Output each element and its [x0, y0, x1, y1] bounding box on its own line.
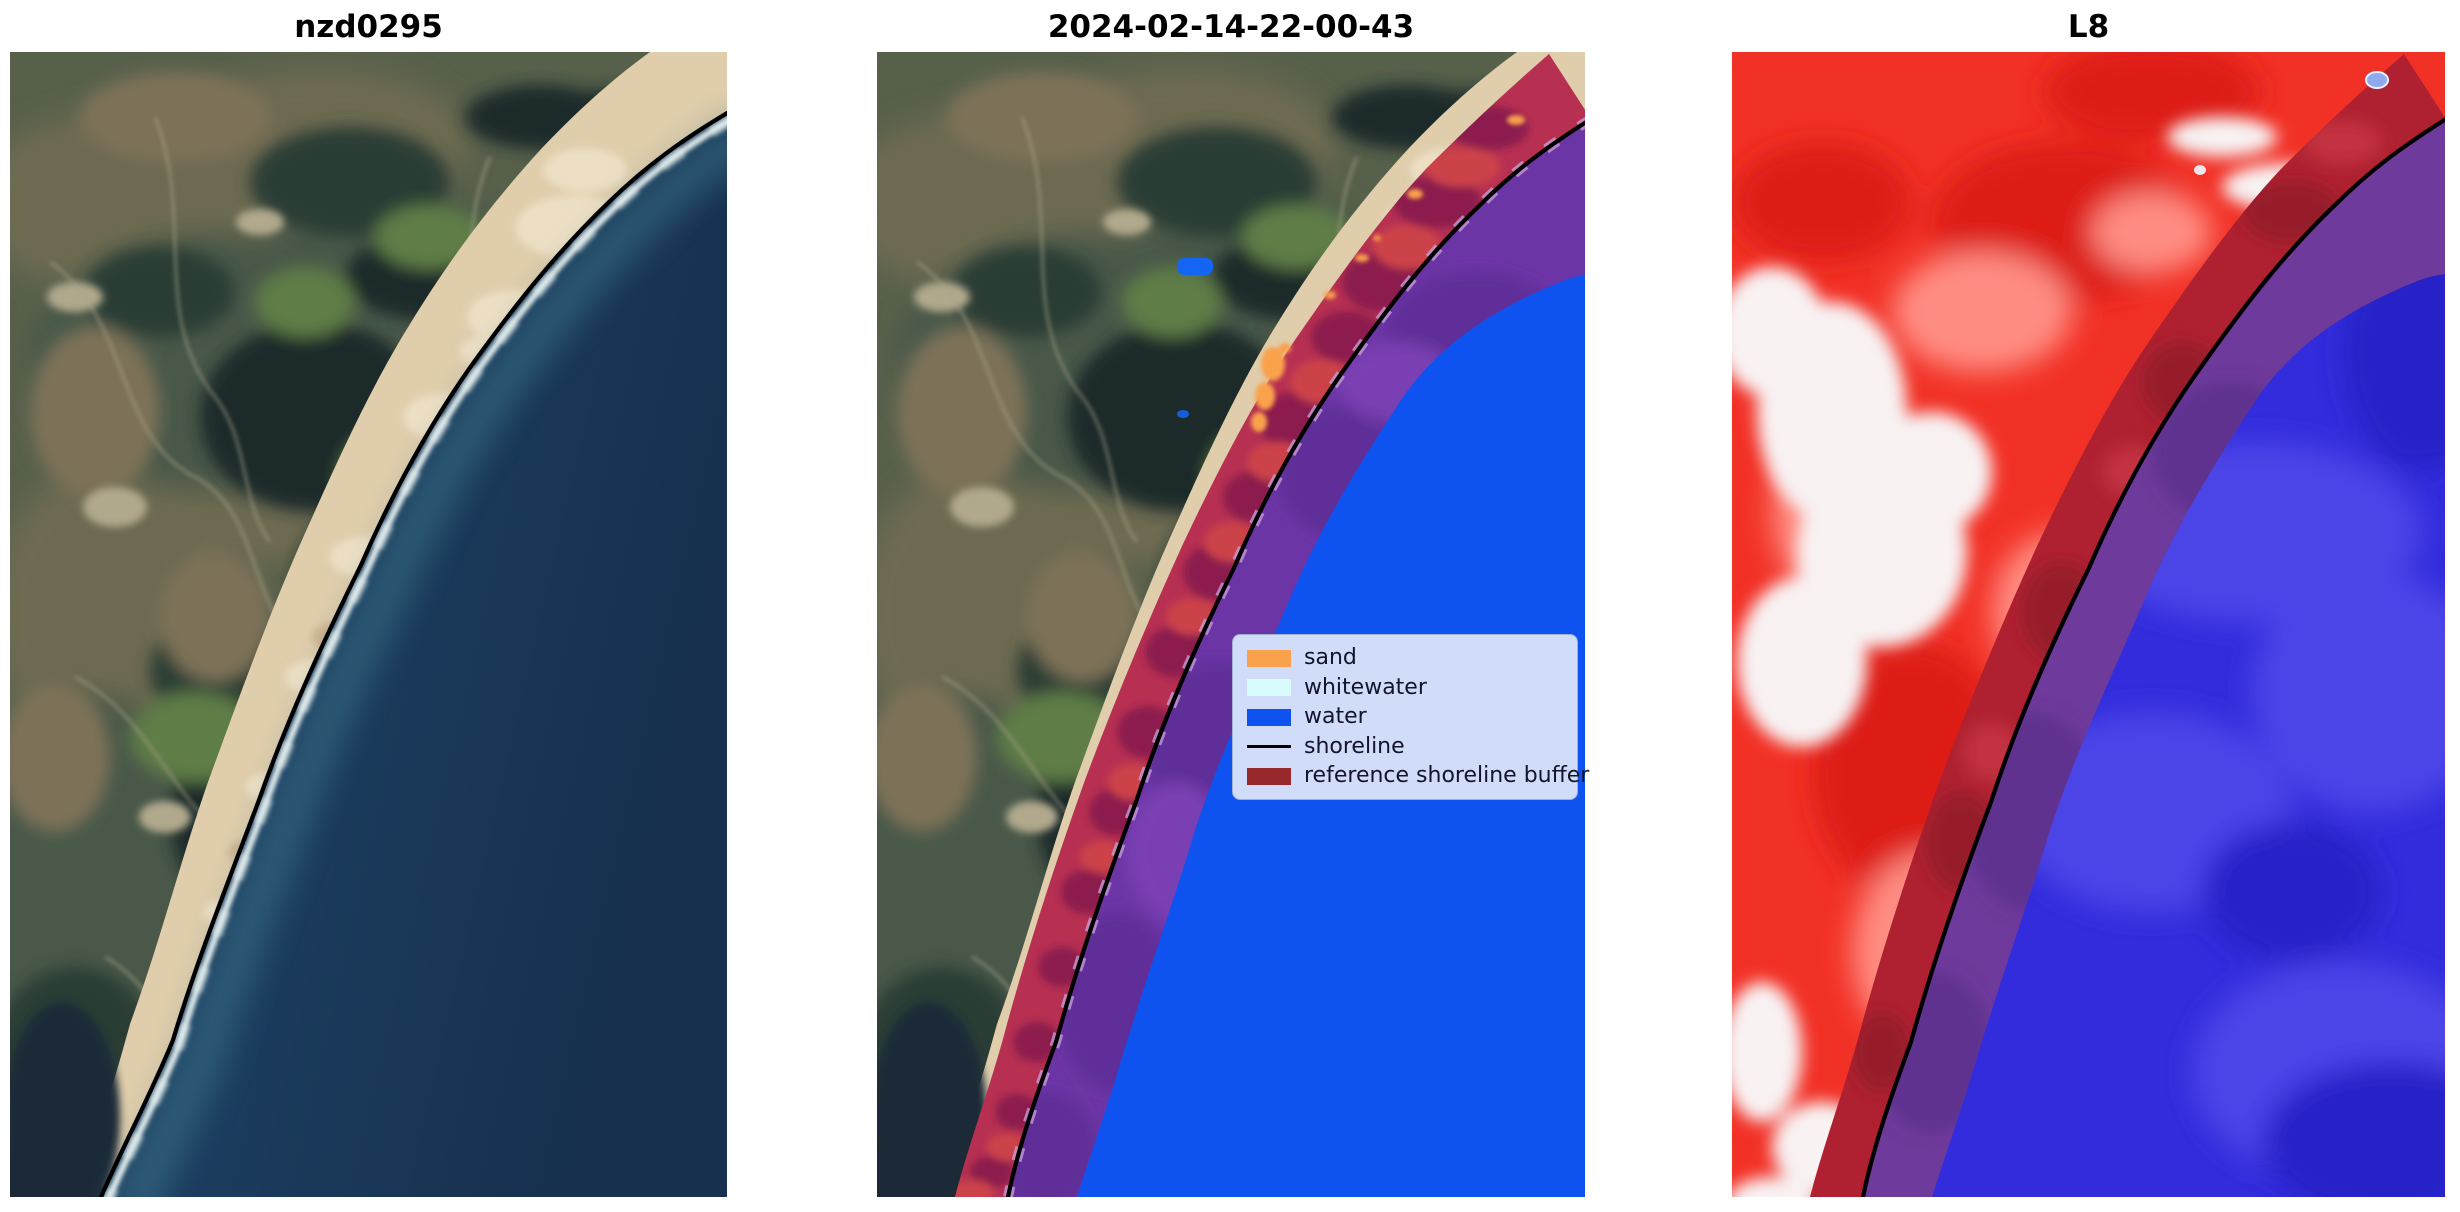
panel-classified: sand whitewater water shoreline referenc…	[877, 52, 1589, 1197]
panel-index	[1732, 52, 2445, 1197]
panel-rgb	[10, 52, 727, 1197]
panel-title-index: L8	[2067, 9, 2110, 45]
legend: sand whitewater water shoreline referenc…	[1232, 634, 1589, 800]
legend-label-whitewater: whitewater	[1304, 674, 1427, 700]
lake-water-patches	[1177, 258, 1213, 418]
legend-swatch-whitewater	[1247, 679, 1291, 696]
legend-label-water: water	[1304, 704, 1367, 729]
dark-lake	[10, 1002, 120, 1197]
sand-class-patches	[1251, 115, 1525, 432]
legend-item-water: water	[1247, 704, 1571, 730]
legend-label-reference-buffer: reference shoreline buffer	[1304, 763, 1590, 788]
legend-item-whitewater: whitewater	[1247, 675, 1571, 701]
index-lake-patches	[2194, 71, 2389, 175]
rgb-satellite-image	[10, 52, 727, 1197]
panel-title-rgb: nzd0295	[294, 9, 443, 45]
legend-swatch-sand	[1247, 649, 1291, 667]
legend-item-sand: sand	[1247, 645, 1571, 671]
legend-line-shoreline	[1247, 745, 1291, 748]
legend-swatch-reference-buffer	[1247, 767, 1291, 785]
legend-item-reference-buffer: reference shoreline buffer	[1247, 763, 1589, 789]
legend-label-shoreline: shoreline	[1304, 733, 1405, 759]
classified-image	[877, 52, 1585, 1197]
legend-item-shoreline: shoreline	[1247, 734, 1571, 760]
legend-swatch-water	[1247, 708, 1291, 726]
index-image	[1732, 52, 2445, 1197]
panel-title-classified: 2024-02-14-22-00-43	[1047, 9, 1415, 45]
legend-label-sand: sand	[1304, 645, 1357, 670]
